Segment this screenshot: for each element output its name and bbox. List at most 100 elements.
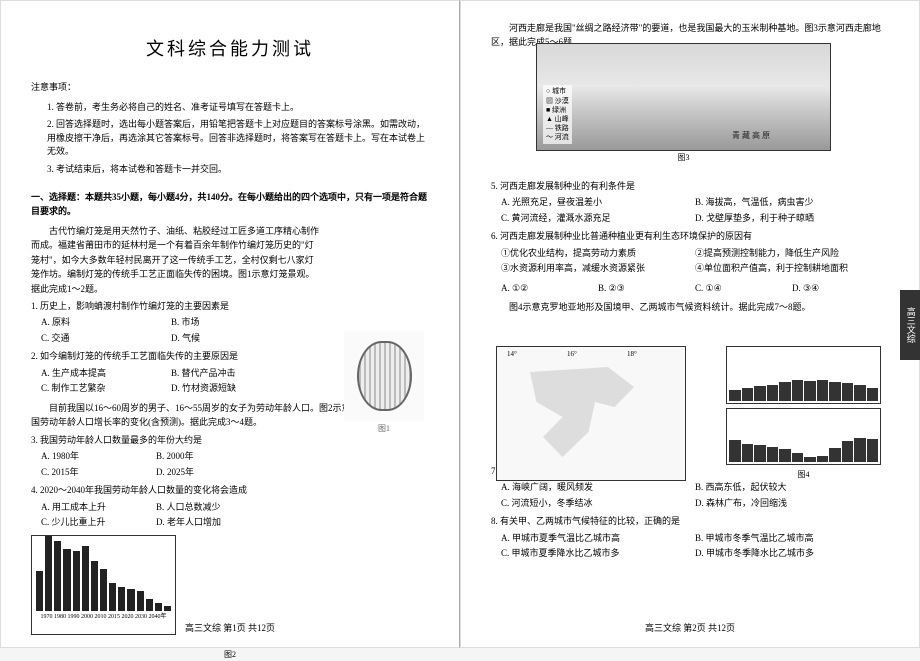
bar bbox=[164, 606, 171, 611]
q2-opt-a: A. 生产成本提高 bbox=[41, 366, 171, 382]
q4-opt-a: A. 用工成本上升 bbox=[41, 500, 156, 516]
notice-1: 1. 答卷前，考生务必将自己的姓名、准考证号填写在答题卡上。 bbox=[47, 101, 429, 115]
climate-bar bbox=[792, 453, 804, 462]
climate-bar bbox=[804, 457, 816, 462]
bar bbox=[82, 546, 89, 611]
legend-desert: ▨ 沙漠 bbox=[546, 97, 569, 106]
figure-4-croatia-map: 14° 16° 18° bbox=[496, 346, 686, 481]
q2-options: A. 生产成本提高 B. 替代产品冲击 C. 制作工艺繁杂 D. 竹材资源短缺 bbox=[41, 366, 301, 397]
q5-opt-a: A. 光照充足，昼夜温差小 bbox=[501, 195, 695, 211]
figure-1-lantern: 图1 bbox=[344, 331, 424, 421]
climate-bar bbox=[842, 383, 854, 401]
q6-sub: ①优化农业结构，提高劳动力素质 ②提高预测控制能力，降低生产风险 ③水资源利用率… bbox=[501, 246, 889, 277]
bars-container bbox=[32, 536, 175, 611]
bar bbox=[100, 569, 107, 611]
q3-opt-c: C. 2015年 bbox=[41, 465, 156, 481]
q7-opt-a: A. 海峡广阔，暖风频发 bbox=[501, 480, 695, 496]
q6-sub-3: ③水资源利用率高，减缓水资源紧张 bbox=[501, 261, 695, 277]
question-3: 3. 我国劳动年龄人口数量最多的年份大约是 bbox=[31, 434, 429, 448]
q2-opt-d: D. 竹材资源短缺 bbox=[171, 381, 301, 397]
question-5: 5. 河西走廊发展制种业的有利条件是 bbox=[491, 180, 889, 194]
q5-opt-c: C. 黄河流经，灌溉水源充足 bbox=[501, 211, 695, 227]
climate-bar bbox=[742, 388, 754, 401]
q4-opt-c: C. 少儿比重上升 bbox=[41, 515, 156, 531]
figure-4-climate: 图4 bbox=[726, 346, 881, 481]
q8-opt-b: B. 甲城市冬季气温比乙城市高 bbox=[695, 531, 889, 547]
climate-bar bbox=[867, 388, 879, 401]
climate-bar bbox=[829, 382, 841, 401]
climate-bar bbox=[779, 382, 791, 400]
q6-sub-2: ②提高预测控制能力，降低生产风险 bbox=[695, 246, 889, 262]
q2-opt-c: C. 制作工艺繁杂 bbox=[41, 381, 171, 397]
climate-bar bbox=[854, 438, 866, 462]
passage-1: 古代竹编灯笼是用天然竹子、油纸、粘胶经过工匠多道工序精心制作而成。福建省莆田市的… bbox=[31, 224, 321, 296]
legend-city: ○ 城市 bbox=[546, 87, 569, 96]
q1-opt-b: B. 市场 bbox=[171, 315, 301, 331]
q3-opt-b: B. 2000年 bbox=[156, 449, 271, 465]
climate-bar bbox=[792, 380, 804, 401]
side-tab: 高三文综 bbox=[900, 290, 920, 360]
notice-3: 3. 考试结束后，将本试卷和答题卡一并交回。 bbox=[47, 163, 429, 177]
bar bbox=[91, 561, 98, 611]
climate-bar bbox=[867, 439, 879, 462]
question-1: 1. 历史上，影响蚺渡村制作竹编灯笼的主要因素是 bbox=[31, 300, 429, 314]
fig3-caption: 图3 bbox=[537, 152, 830, 164]
page-right: 河西走廊是我国"丝绸之路经济带"的要道，也是我国最大的玉米制种基地。图3示意河西… bbox=[460, 0, 920, 648]
map-legend: ○ 城市 ▨ 沙漠 ■ 绿洲 ▲ 山峰 — 铁路 ～ 河流 bbox=[543, 85, 572, 144]
q3-opt-a: A. 1980年 bbox=[41, 449, 156, 465]
bar bbox=[36, 571, 43, 611]
bar bbox=[54, 541, 61, 611]
footer-left: 高三文综 第1页 共12页 bbox=[1, 622, 459, 636]
lantern-shape bbox=[357, 341, 412, 411]
lat-14: 14° bbox=[507, 349, 517, 360]
passage-4: 图4示意克罗地亚地形及国境甲、乙两城市气候资料统计。据此完成7～8题。 bbox=[491, 300, 889, 314]
map-qinghai-label: 青 藏 高 原 bbox=[732, 130, 770, 142]
question-6: 6. 河西走廊发展制种业比普通种植业更有利生态环境保护的原因有 bbox=[491, 230, 889, 244]
question-8: 8. 有关甲、乙两城市气候特征的比较，正确的是 bbox=[491, 515, 889, 529]
legend-river: ～ 河流 bbox=[546, 133, 569, 142]
climate-bar bbox=[729, 390, 741, 400]
q1-opt-c: C. 交通 bbox=[41, 331, 171, 347]
bar bbox=[63, 549, 70, 611]
bar bbox=[155, 603, 162, 611]
section-1-head: 一、选择题：本题共35小题，每小题4分，共140分。在每小题给出的四个选项中，只… bbox=[31, 191, 429, 218]
q6-sub-4: ④单位面积产值高，利于控制耕地面积 bbox=[695, 261, 889, 277]
q8-opt-a: A. 甲城市夏季气温比乙城市高 bbox=[501, 531, 695, 547]
q7-opt-d: D. 森林广布，冷回缩浅 bbox=[695, 496, 889, 512]
q6-opt-d: D. ③④ bbox=[792, 281, 889, 297]
q6-opt-b: B. ②③ bbox=[598, 281, 695, 297]
q4-opt-b: B. 人口总数减少 bbox=[156, 500, 271, 516]
climate-bar bbox=[754, 386, 766, 400]
climate-bar bbox=[767, 447, 779, 462]
q7-opt-c: C. 河流短小，冬季结冰 bbox=[501, 496, 695, 512]
q5-options: A. 光照充足，昼夜温差小 B. 海拔高，气温低，病虫害少 C. 黄河流经，灌溉… bbox=[501, 195, 889, 226]
bar bbox=[137, 591, 144, 611]
notice-list: 1. 答卷前，考生务必将自己的姓名、准考证号填写在答题卡上。 2. 回答选择题时… bbox=[47, 101, 429, 177]
fig4-caption: 图4 bbox=[726, 469, 881, 481]
q1-options: A. 原料 B. 市场 C. 交通 D. 气候 bbox=[41, 315, 301, 346]
bar-xaxis: 1970 1980 1990 2000 2010 2015 2020 2030 … bbox=[32, 611, 175, 622]
climate-bar bbox=[767, 385, 779, 400]
legend-oasis: ■ 绿洲 bbox=[546, 106, 569, 115]
climate-bar bbox=[842, 441, 854, 462]
q7-opt-b: B. 西高东低，起伏较大 bbox=[695, 480, 889, 496]
croatia-shape bbox=[517, 362, 647, 462]
q4-options: A. 用工成本上升 B. 人口总数减少 C. 少儿比重上升 D. 老年人口增加 bbox=[41, 500, 271, 531]
q7-options: A. 海峡广阔，暖风频发 B. 西高东低，起伏较大 C. 河流短小，冬季结冰 D… bbox=[501, 480, 889, 511]
q6-opt-a: A. ①② bbox=[501, 281, 598, 297]
q5-opt-d: D. 戈壁厚垫多，利于种子晾晒 bbox=[695, 211, 889, 227]
bar bbox=[45, 536, 52, 611]
climate-bar bbox=[829, 448, 841, 462]
q6-opt-c: C. ①④ bbox=[695, 281, 792, 297]
lat-18: 18° bbox=[627, 349, 637, 360]
climate-bar bbox=[804, 381, 816, 400]
notice-2: 2. 回答选择题时，选出每小题答案后，用铅笔把答题卡上对应题目的答案标号涂黑。如… bbox=[47, 118, 429, 159]
climate-bar bbox=[854, 385, 866, 400]
legend-peak: ▲ 山峰 bbox=[546, 115, 569, 124]
climate-bar bbox=[742, 444, 754, 462]
climate-chart-jia bbox=[726, 346, 881, 404]
q1-opt-a: A. 原料 bbox=[41, 315, 171, 331]
question-4: 4. 2020～2040年我国劳动年龄人口数量的变化将会造成 bbox=[31, 484, 261, 498]
bar bbox=[109, 583, 116, 611]
climate-bar bbox=[729, 440, 741, 462]
